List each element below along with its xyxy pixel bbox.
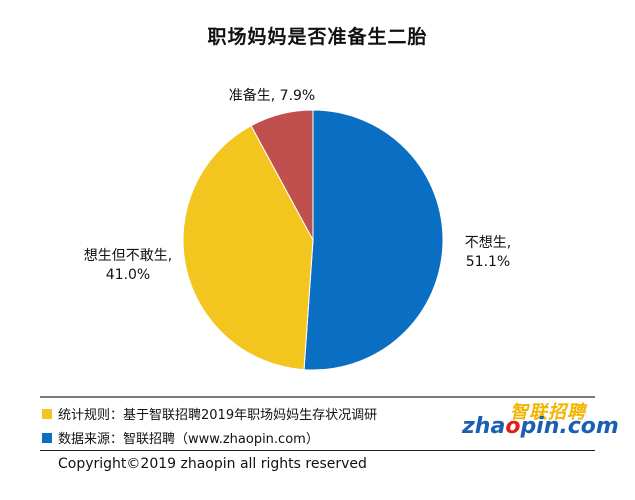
pie-slice bbox=[303, 109, 444, 371]
slice-label: 不想生, bbox=[465, 235, 511, 251]
footer-divider bbox=[40, 396, 595, 398]
pie-chart: 不想生, 51.1% 想生但不敢生, 41.0% 准备生, 7.9% bbox=[84, 87, 511, 371]
logo-english-text: zhaopin.com bbox=[462, 414, 619, 439]
stat-rule-text: 统计规则：基于智联招聘2019年职场妈妈生存状况调研 bbox=[58, 408, 378, 423]
data-source-text: 数据来源：智联招聘（www.zhaopin.com） bbox=[58, 432, 319, 447]
copyright-text: Copyright©2019 zhaopin all rights reserv… bbox=[58, 456, 367, 472]
yellow-square-icon bbox=[42, 408, 52, 419]
logo-english-prefix: zha bbox=[462, 414, 506, 439]
chart-title: 职场妈妈是否准备生二胎 bbox=[207, 26, 428, 48]
logo-english-suffix: pin.com bbox=[520, 414, 619, 439]
slice-value-label: 51.1% bbox=[466, 254, 510, 270]
footer-line bbox=[40, 450, 595, 451]
slice-value-label: 41.0% bbox=[106, 267, 150, 283]
pie-slice bbox=[250, 109, 314, 241]
logo-english-o: o bbox=[505, 414, 521, 439]
logo-chinese-text: 智联招聘 bbox=[510, 402, 586, 423]
slice-label: 想生但不敢生, bbox=[84, 248, 172, 264]
zhaopin-logo: 智联招聘 zhaopin.com bbox=[462, 398, 619, 448]
slice-label: 准备生, 7.9% bbox=[229, 87, 315, 104]
data-source-note: 数据来源：智联招聘（www.zhaopin.com） bbox=[42, 428, 319, 447]
blue-square-icon bbox=[42, 432, 52, 443]
stat-rule-note: 统计规则：基于智联招聘2019年职场妈妈生存状况调研 bbox=[42, 404, 377, 423]
pie-slice bbox=[182, 125, 314, 371]
